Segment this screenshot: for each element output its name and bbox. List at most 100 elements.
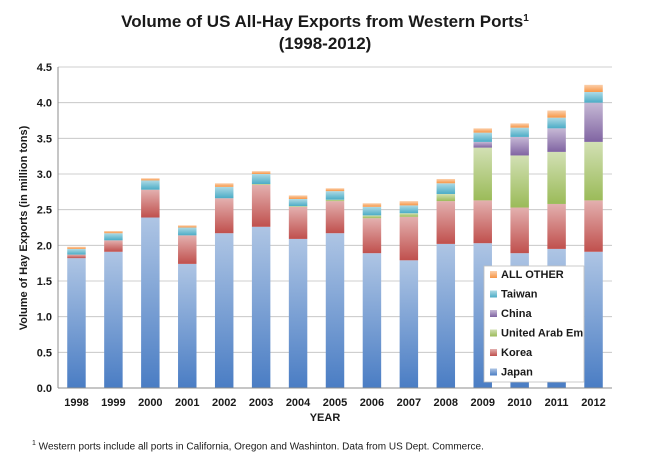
bar-korea-2007 <box>399 216 419 261</box>
axes <box>57 67 612 389</box>
bar-japan-2002 <box>214 233 234 388</box>
bar-all-other-2006 <box>362 203 382 207</box>
bar-all-other-2005 <box>325 188 345 192</box>
bar-taiwan-2005 <box>325 191 345 200</box>
bar-korea-2003 <box>251 184 271 227</box>
legend-swatch-korea <box>490 349 497 356</box>
bar-all-other-2001 <box>178 225 197 228</box>
bar-all-other-2007 <box>399 201 419 206</box>
legend-swatch-taiwan <box>490 290 497 298</box>
bar-japan-2003 <box>251 226 271 388</box>
chart-title: Volume of US All-Hay Exports from Wester… <box>121 12 529 53</box>
chart-title-line1: Volume of US All-Hay Exports from Wester… <box>121 12 529 31</box>
bar-japan-2005 <box>325 233 345 388</box>
bar-korea-2006 <box>362 218 382 254</box>
bar-china-2011 <box>547 128 566 152</box>
bar-taiwan-1999 <box>104 233 123 241</box>
x-tick-label: 2006 <box>360 397 384 409</box>
bar-united-arab-em-2004 <box>288 206 308 207</box>
bar-korea-2012 <box>584 200 603 252</box>
y-tick-label: 2.0 <box>37 240 52 252</box>
bar-all-other-2002 <box>214 183 234 187</box>
bar-taiwan-2008 <box>436 183 456 194</box>
x-tick-label: 2005 <box>323 397 347 409</box>
x-tick-labels: 1998 1999 2000 2001 2002 2003 2004 2005 2006 2007… <box>64 397 606 409</box>
bar-all-other-1999 <box>104 231 123 234</box>
legend-label-china: China <box>501 308 532 320</box>
bar-all-other-2004 <box>288 195 308 199</box>
x-tick-label: 1998 <box>64 397 88 409</box>
y-tick-label: 3.0 <box>37 169 52 181</box>
bar-united-arab-em-2005 <box>325 199 345 202</box>
bar-all-other-2008 <box>436 178 456 184</box>
bar-taiwan-2011 <box>547 117 566 129</box>
chart-title-line2: (1998-2012) <box>279 34 372 53</box>
x-tick-label: 2012 <box>581 397 605 409</box>
footnote-text: Western ports include all ports in Calif… <box>35 441 484 453</box>
legend-box <box>483 265 585 383</box>
bar-japan-2004 <box>288 238 308 388</box>
bar-united-arab-em-2011 <box>547 151 566 204</box>
y-tick-label: 4.5 <box>37 62 52 74</box>
x-tick-label: 2011 <box>545 397 569 409</box>
y-tick-label: 0.0 <box>37 383 52 395</box>
bar-korea-2008 <box>436 201 456 244</box>
x-tick-label: 2010 <box>507 397 531 409</box>
y-tick-label: 4.0 <box>37 98 52 110</box>
bar-japan-2000 <box>141 217 160 388</box>
x-tick-label: 1999 <box>101 397 125 409</box>
x-tick-label: 2003 <box>249 397 273 409</box>
x-tick-label: 2004 <box>286 397 311 409</box>
y-tick-label: 1.0 <box>37 312 52 324</box>
legend-label-japan: Japan <box>501 367 533 379</box>
y-tick-label: 0.5 <box>37 347 52 359</box>
bar-korea-2004 <box>288 206 308 239</box>
x-tick-label: 2008 <box>434 397 458 409</box>
bar-china-2012 <box>584 102 603 142</box>
legend-swatch-japan <box>490 368 497 376</box>
bar-united-arab-em-2008 <box>436 193 456 202</box>
bar-japan-2008 <box>436 243 456 388</box>
bar-china-2010 <box>510 136 529 156</box>
bar-korea-2001 <box>178 235 197 264</box>
bar-taiwan-2003 <box>251 174 271 184</box>
bar-korea-2005 <box>325 201 345 234</box>
footnote: 1 Western ports include all ports in Cal… <box>32 440 484 452</box>
y-axis-label: Volume of Hay Exports (in million tons) <box>18 125 30 330</box>
bar-united-arab-em-2003 <box>251 183 271 185</box>
bar-china-2009 <box>473 141 492 148</box>
bar-all-other-2000 <box>141 178 160 181</box>
x-tick-label: 2002 <box>212 397 236 409</box>
bar-japan-2001 <box>178 263 197 388</box>
footnote-marker: 1 <box>32 440 36 447</box>
y-tick-label: 1.5 <box>37 276 52 288</box>
legend-swatch-all-other <box>490 271 497 278</box>
bar-japan-2006 <box>362 253 382 388</box>
legend-label-korea: Korea <box>501 347 533 359</box>
bar-korea-2000 <box>141 189 160 218</box>
y-tick-label: 3.5 <box>37 133 52 145</box>
bar-taiwan-2009 <box>473 132 492 142</box>
bar-japan-1999 <box>104 251 123 388</box>
bar-japan-2007 <box>399 260 419 388</box>
bar-taiwan-2000 <box>141 180 160 190</box>
bar-korea-1998 <box>67 254 86 259</box>
bar-taiwan-2004 <box>288 198 308 207</box>
legend-label-taiwan: Taiwan <box>501 289 538 301</box>
bar-taiwan-2001 <box>178 227 197 236</box>
bar-japan-1998 <box>67 258 86 388</box>
bar-united-arab-em-2007 <box>399 213 419 217</box>
legend: ALL OTHER Taiwan China United Arab Em Korea J… <box>483 265 585 383</box>
bar-korea-1999 <box>104 240 123 252</box>
bar-taiwan-2006 <box>362 206 382 216</box>
bar-united-arab-em-2006 <box>362 215 382 219</box>
bar-taiwan-2010 <box>510 127 529 137</box>
bar-korea-2011 <box>547 203 566 249</box>
bar-korea-2002 <box>214 198 234 234</box>
y-tick-label: 2.5 <box>37 205 52 217</box>
bar-united-arab-em-2012 <box>584 141 603 201</box>
y-tick-labels: 0.0 0.5 1.0 1.5 2.0 2.5 3.0 3.5 4.0 4.5 <box>37 62 52 395</box>
bar-korea-2010 <box>510 207 529 254</box>
